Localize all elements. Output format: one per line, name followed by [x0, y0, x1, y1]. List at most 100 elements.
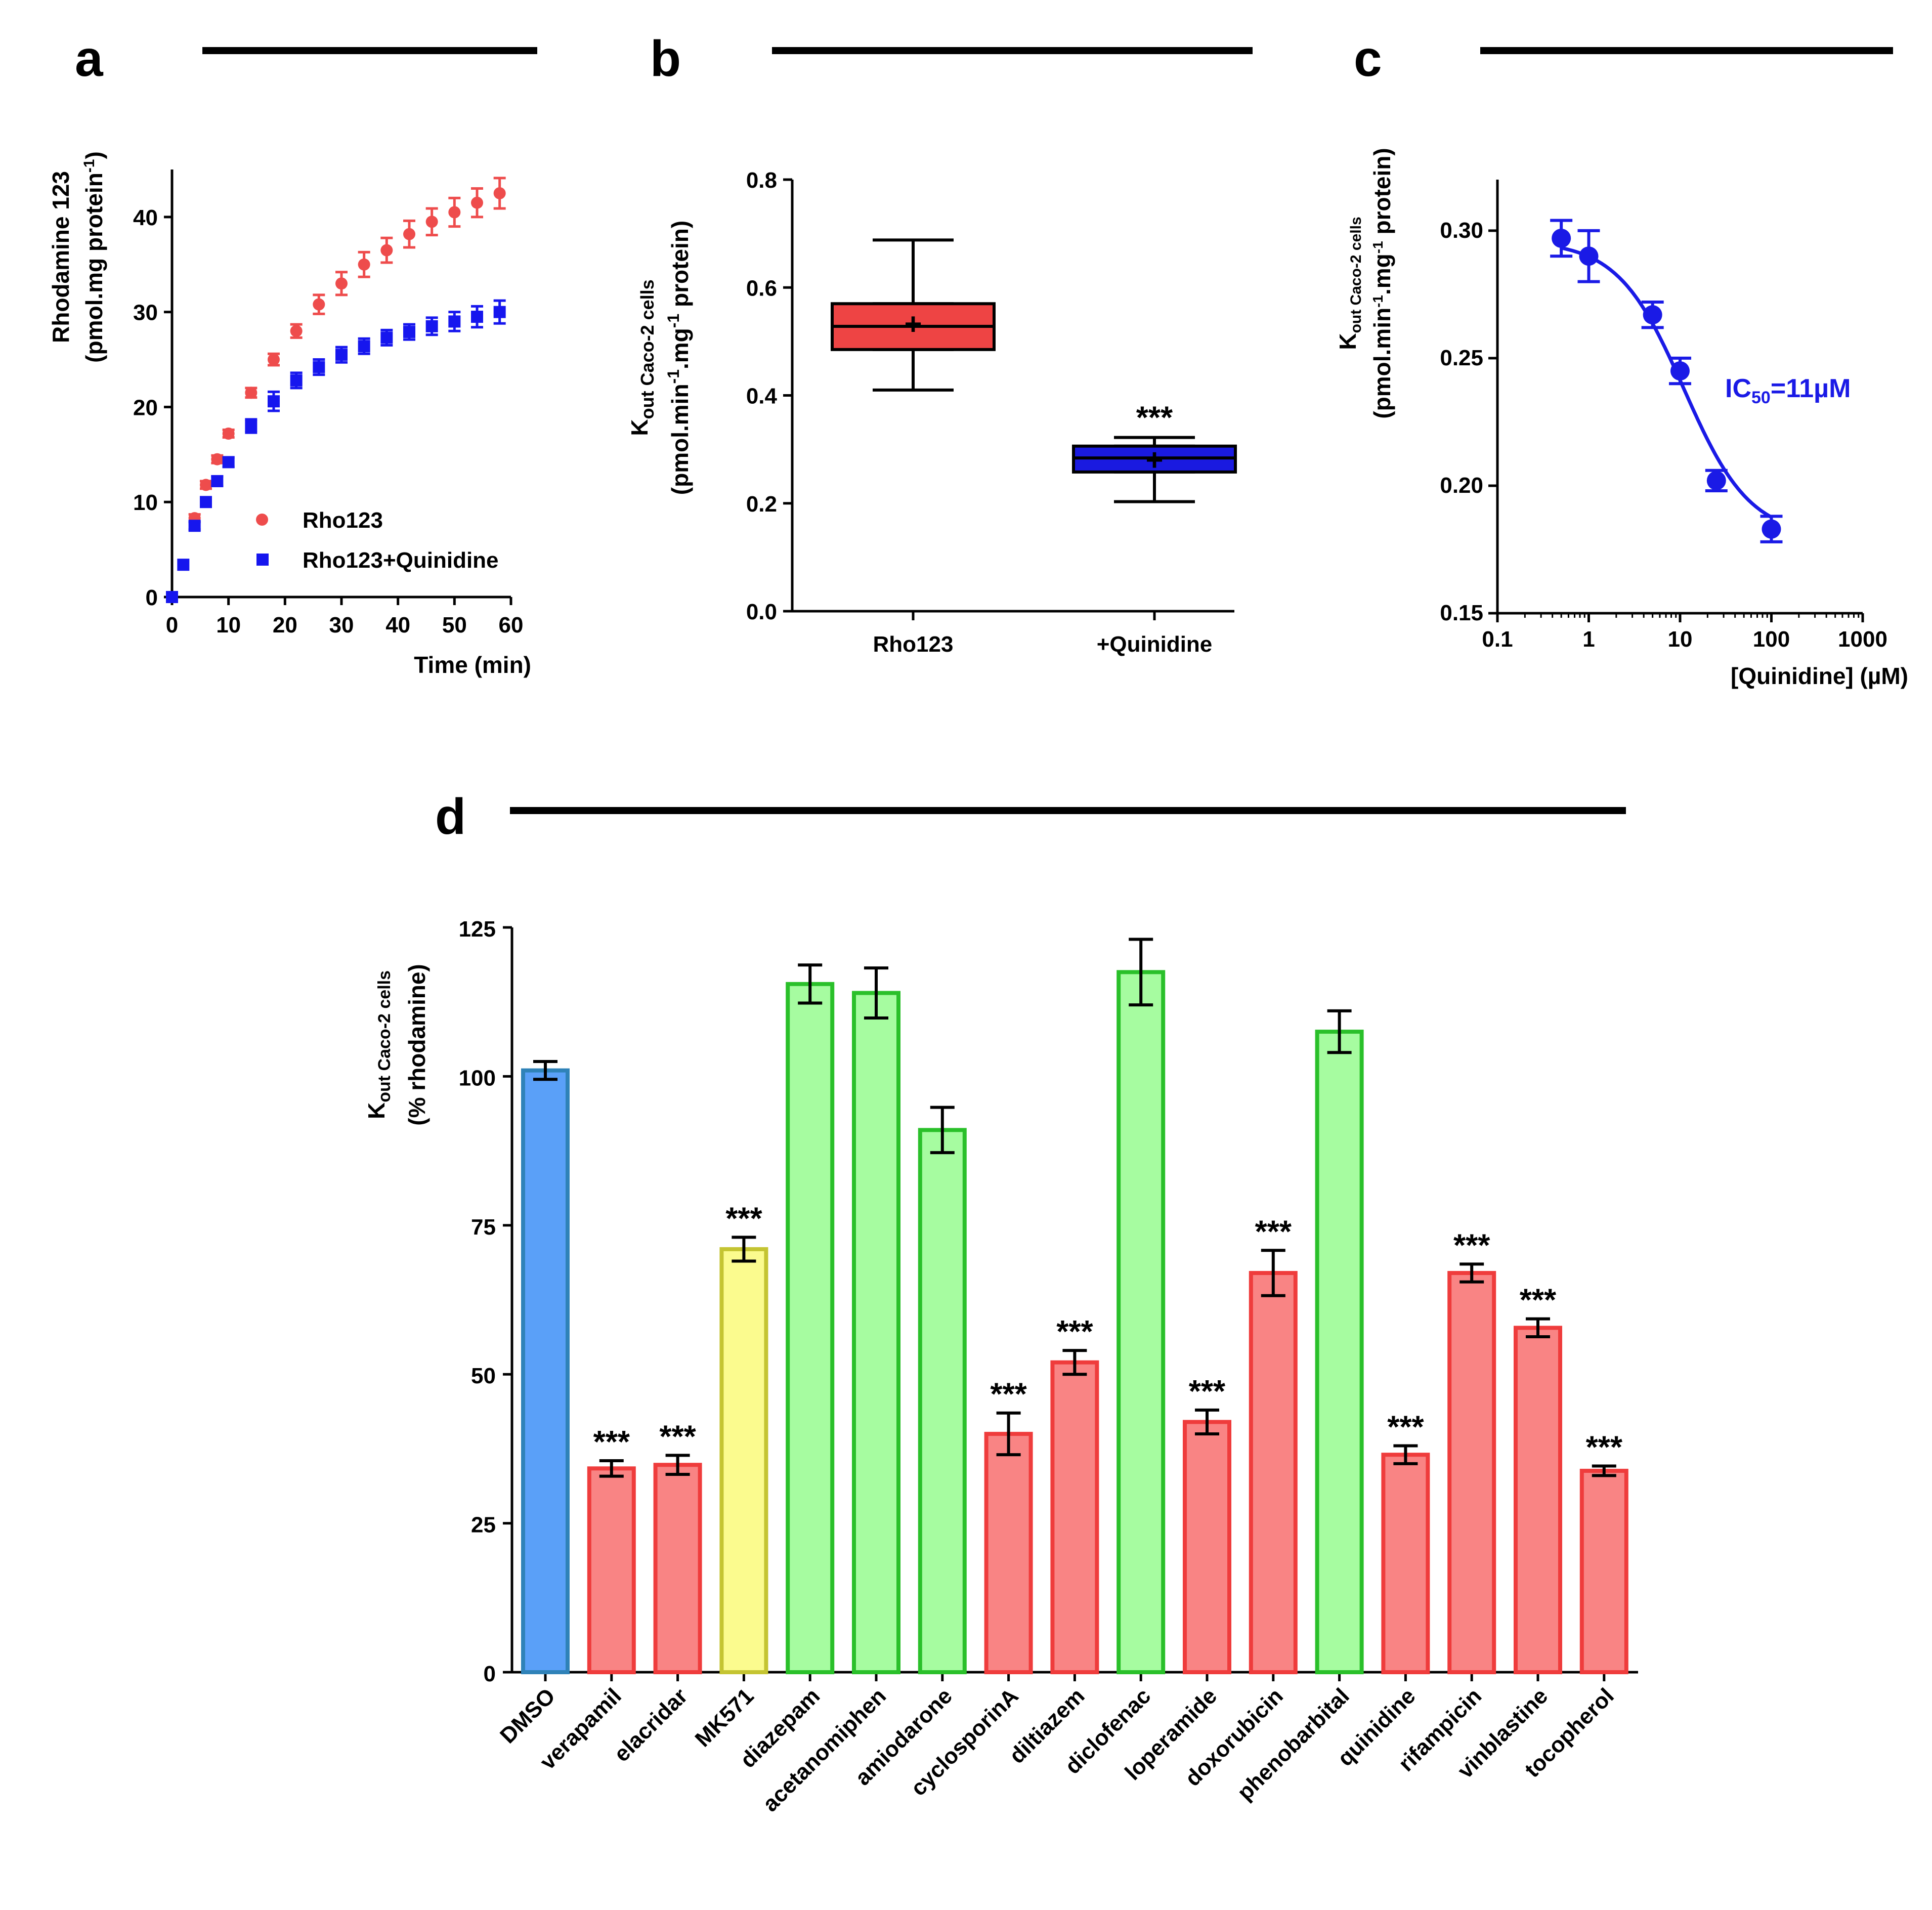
- chart-a-point-rho123-quinidine: [268, 395, 280, 408]
- chart-a-legend: Rho123 Rho123+Quinidine: [256, 508, 499, 573]
- chart-b-mean-marker--quinidine: +: [1145, 443, 1163, 477]
- bar-tocopherol: [1579, 1468, 1628, 1674]
- bar-mk571: [719, 1247, 768, 1675]
- chart-a-point-rho123: [222, 428, 235, 440]
- bar-significance-vinblastine: ***: [1520, 1283, 1557, 1318]
- chart-b-ytick-label: 0.4: [746, 384, 778, 409]
- chart-c-data: [1550, 219, 1783, 543]
- panel-a-label: a: [75, 30, 104, 87]
- chart-b-ytick-label: 0.2: [746, 492, 777, 517]
- chart-d-ytick-label: 50: [471, 1364, 496, 1388]
- bar-significance-diltiazem: ***: [1056, 1314, 1093, 1349]
- chart-d-ytick-label: 125: [459, 917, 496, 942]
- bar-significance-tocopherol: ***: [1586, 1430, 1623, 1465]
- chart-a-point-rho123-quinidine: [222, 456, 235, 469]
- chart-d-xtick-label: elacridar: [609, 1683, 692, 1766]
- chart-d-xtick-label: MK571: [691, 1683, 759, 1752]
- chart-a-point-rho123-quinidine: [380, 331, 393, 344]
- chart-d-xtick-label: DMSO: [495, 1683, 560, 1748]
- chart-c: Kout Caco-2 cells (pmol.min-1.mg-1 prote…: [1335, 148, 1908, 689]
- chart-c-axes: 0.1 1 10 100 1000 0.15 0.20 0.25 0.30: [1440, 180, 1887, 652]
- chart-a-point-rho123: [358, 258, 370, 271]
- bar-quinidine: [1381, 1453, 1430, 1675]
- bar-significance-doxorubicin: ***: [1255, 1214, 1292, 1249]
- chart-a-point-rho123-quinidine: [493, 306, 506, 318]
- chart-a-point-rho123: [493, 187, 506, 199]
- chart-c-ylabel-units: (pmol.min-1.mg-1 protein): [1369, 148, 1395, 418]
- chart-c-ylabel: Kout Caco-2 cells: [1335, 217, 1364, 350]
- chart-a-point-rho123-quinidine: [313, 361, 325, 373]
- bar-significance-mk571: ***: [725, 1201, 762, 1236]
- chart-b-ytick-label: 0.0: [746, 600, 777, 624]
- chart-c-point: [1762, 519, 1781, 539]
- chart-a-xtick-label: 30: [329, 613, 354, 638]
- bar-verapamil: [587, 1466, 636, 1674]
- chart-a-point-rho123-quinidine: [403, 326, 415, 338]
- chart-a-ytick-label: 0: [146, 585, 158, 610]
- chart-c-ytick-label: 0.15: [1440, 601, 1483, 625]
- chart-b-ylabel-units: (pmol.min-1.mg-1 protein): [664, 221, 693, 495]
- chart-a-ytick-label: 40: [133, 205, 158, 230]
- chart-d-xtick-label: acetanomiphen: [758, 1683, 891, 1816]
- chart-a-point-rho123: [200, 479, 212, 491]
- chart-a-point-rho123: [290, 325, 303, 337]
- bar-loperamide: [1183, 1420, 1231, 1674]
- chart-b-mean-marker-rho123: +: [904, 307, 922, 341]
- chart-c-ytick-label: 0.20: [1440, 473, 1483, 498]
- chart-a-ytick-label: 10: [133, 490, 158, 515]
- chart-b-data: + + ***: [831, 238, 1237, 503]
- bar-significance-loperamide: ***: [1189, 1374, 1226, 1409]
- chart-c-ic50-annotation: IC50=11µM: [1725, 374, 1851, 407]
- chart-a-point-rho123-quinidine: [471, 311, 483, 323]
- chart-d-ylabel-units: (% rhodamine): [404, 964, 430, 1125]
- bar-cyclosporina: [984, 1431, 1033, 1674]
- chart-a-point-rho123: [448, 206, 461, 219]
- bar-diltiazem: [1050, 1360, 1099, 1674]
- chart-b-xtick-label: +Quinidine: [1097, 632, 1213, 657]
- chart-b-ylabel: Kout Caco-2 cells: [626, 279, 658, 436]
- chart-a-point-rho123-quinidine: [335, 349, 348, 361]
- bar-elacridar: [653, 1463, 702, 1675]
- chart-c-xtick-label: 0.1: [1482, 627, 1513, 652]
- chart-a-point-rho123-quinidine: [211, 475, 224, 487]
- chart-a-axes: 0 10 20 30 40 50 60 0 10 20 30 40: [133, 169, 523, 638]
- bar-acetanomiphen: [852, 991, 900, 1674]
- panel-c-label: c: [1354, 30, 1382, 87]
- chart-a-xtick-label: 20: [273, 613, 297, 638]
- chart-a-point-rho123: [380, 244, 393, 257]
- bar-amiodarone: [918, 1128, 967, 1674]
- chart-a-xtick-label: 40: [385, 613, 410, 638]
- panel-d-label: d: [435, 788, 466, 845]
- chart-b-ytick-label: 0.6: [746, 276, 777, 301]
- chart-a-point-rho123-quinidine: [425, 320, 438, 332]
- chart-a-point-rho123: [245, 387, 257, 399]
- chart-a-point-rho123: [425, 216, 438, 228]
- legend-label-rho123: Rho123: [303, 508, 383, 533]
- legend-marker-rho123-quinidine: [256, 554, 269, 566]
- chart-d-ytick-label: 75: [471, 1215, 496, 1240]
- chart-a-point-rho123: [471, 196, 483, 209]
- chart-b-xtick-label: Rho123: [873, 632, 954, 657]
- chart-c-point: [1552, 228, 1571, 248]
- chart-a-xlabel: Time (min): [414, 652, 531, 678]
- chart-a-point-rho123: [268, 353, 280, 366]
- chart-a-xtick-label: 0: [166, 613, 178, 638]
- chart-c-xtick-label: 10: [1668, 627, 1693, 652]
- chart-c-ytick-label: 0.30: [1440, 218, 1483, 243]
- bar-significance-quinidine: ***: [1387, 1410, 1424, 1445]
- chart-a-ylabel: Rhodamine 123: [48, 171, 74, 343]
- legend-marker-rho123: [256, 514, 268, 526]
- chart-c-xtick-label: 100: [1753, 627, 1790, 652]
- bar-significance-verapamil: ***: [593, 1425, 630, 1460]
- chart-d-ytick-label: 25: [471, 1513, 496, 1538]
- bar-rifampicin: [1447, 1271, 1496, 1675]
- bar-diclofenac: [1117, 970, 1166, 1674]
- chart-b-axes: 0.0 0.2 0.4 0.6 0.8 Rho123 +Quinidine: [746, 168, 1234, 657]
- chart-d-data: *** *** *** *** *** *** *** *** *** *** ***: [521, 938, 1628, 1675]
- chart-a-point-rho123: [313, 298, 325, 311]
- chart-a-point-rho123-quinidine: [177, 559, 190, 571]
- bar-diazepam: [786, 982, 835, 1674]
- chart-a-data: [166, 177, 506, 603]
- chart-d-ylabel: Kout Caco-2 cells: [363, 970, 394, 1119]
